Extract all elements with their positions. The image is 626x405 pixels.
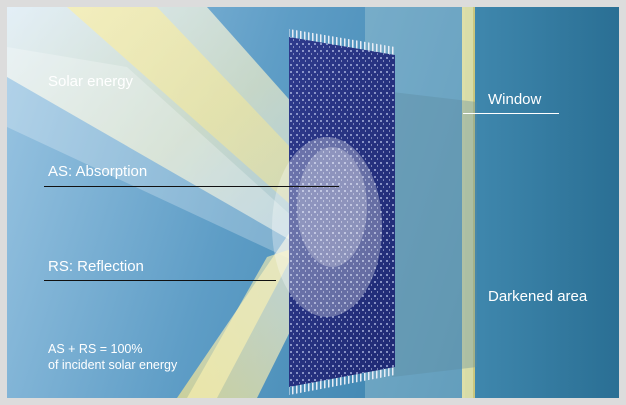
darkened-area-label: Darkened area (488, 288, 588, 305)
absorption-label: AS: Absorption (48, 163, 148, 180)
window-label: Window (488, 91, 542, 108)
energy-sum-line2: of incident solar energy (48, 358, 178, 372)
window-leader-line (463, 113, 559, 114)
film-chip (289, 29, 395, 395)
absorption-leader-line (44, 186, 339, 187)
energy-sum-line1: AS + RS = 100% (48, 342, 143, 356)
solar-film-scene: Solar energy AS: Absorption RS: Reflecti… (7, 7, 619, 398)
scene-illustration (7, 7, 619, 398)
reflection-leader-line (44, 280, 276, 281)
solar-energy-label: Solar energy (48, 73, 134, 90)
reflection-label: RS: Reflection (48, 258, 144, 275)
